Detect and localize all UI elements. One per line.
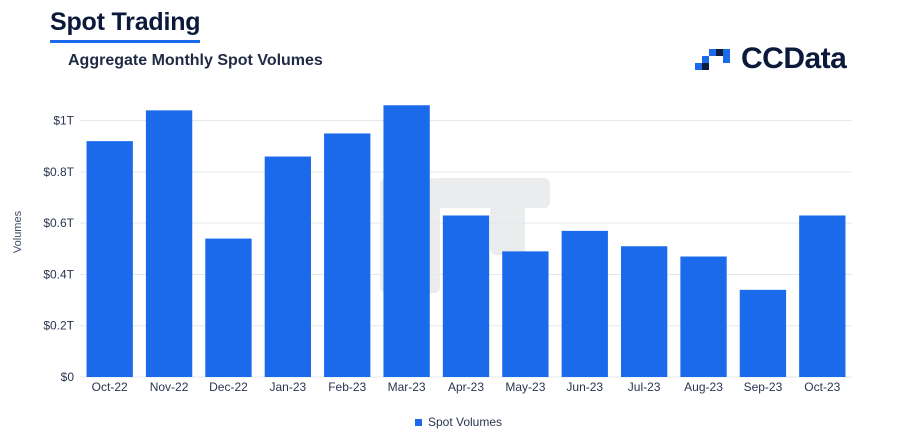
x-tick-label: Aug-23	[684, 380, 723, 394]
x-tick-label: Nov-22	[150, 380, 189, 394]
x-tick-label: Dec-22	[209, 380, 248, 394]
bar	[561, 230, 608, 377]
x-tick-label: Jan-23	[269, 380, 306, 394]
chart-title: Spot Trading	[50, 8, 201, 43]
legend-label: Spot Volumes	[427, 415, 503, 429]
bars	[86, 105, 846, 377]
x-tick-label: May-23	[505, 380, 545, 394]
x-tick-label: Feb-23	[328, 380, 366, 394]
logo-text: CCData	[741, 42, 847, 75]
y-tick-label: $0	[61, 370, 75, 384]
bar	[205, 238, 252, 377]
ccdata-logo-icon	[695, 49, 730, 70]
bar	[680, 256, 727, 377]
x-tick-label: Oct-23	[804, 380, 840, 394]
y-axis-ticks: $0 $0.2T $0.4T $0.6T $0.8T $1T	[43, 114, 74, 384]
bar	[620, 246, 668, 377]
x-tick-label: Oct-22	[92, 380, 128, 394]
x-tick-label: Jul-23	[628, 380, 661, 394]
legend-swatch	[414, 418, 422, 426]
bar	[324, 133, 371, 377]
x-axis-ticks: Oct-22 Nov-22 Dec-22 Jan-23 Feb-23 Mar-23 Apr-…	[92, 380, 841, 394]
bar	[799, 215, 846, 377]
chart-subtitle: Aggregate Monthly Spot Volumes	[68, 52, 323, 69]
x-tick-label: Apr-23	[448, 380, 484, 394]
bar	[383, 105, 430, 377]
y-tick-label: $1T	[53, 114, 74, 128]
x-tick-label: Sep-23	[744, 380, 783, 394]
bar	[502, 251, 549, 377]
bar	[86, 141, 133, 377]
bar	[739, 289, 787, 377]
y-tick-label: $0.8T	[43, 165, 74, 179]
y-tick-label: $0.2T	[43, 319, 74, 333]
bar	[264, 156, 312, 377]
y-tick-label: $0.6T	[43, 216, 74, 230]
bar	[145, 110, 193, 377]
y-tick-label: $0.4T	[43, 267, 74, 281]
bar	[442, 215, 490, 377]
x-tick-label: Jun-23	[566, 380, 603, 394]
brand-logo: CCData	[695, 42, 847, 76]
legend: Spot Volumes	[0, 415, 917, 429]
x-tick-label: Mar-23	[388, 380, 426, 394]
